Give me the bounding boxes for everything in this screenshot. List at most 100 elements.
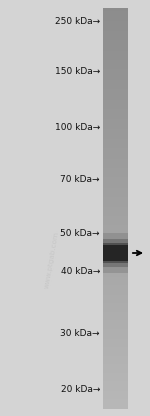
Bar xyxy=(103,401,128,403)
Bar xyxy=(103,407,128,409)
Bar xyxy=(103,347,128,349)
Bar xyxy=(103,164,128,166)
Bar xyxy=(103,43,128,45)
Bar xyxy=(103,223,128,225)
Bar xyxy=(103,256,128,258)
Bar xyxy=(103,183,128,185)
Bar xyxy=(103,340,128,342)
Bar xyxy=(103,97,128,99)
Bar xyxy=(103,99,128,101)
Text: www.ptgab.com: www.ptgab.com xyxy=(44,231,60,289)
Text: 150 kDa→: 150 kDa→ xyxy=(55,67,100,77)
Bar xyxy=(103,311,128,312)
Bar xyxy=(103,360,128,362)
Bar xyxy=(103,241,128,243)
Bar xyxy=(103,297,128,299)
Bar xyxy=(103,111,128,112)
Bar xyxy=(103,121,128,123)
Bar xyxy=(103,377,128,379)
Bar xyxy=(103,236,128,238)
Bar xyxy=(103,53,128,55)
Bar xyxy=(103,63,128,64)
Bar xyxy=(103,187,128,188)
Bar xyxy=(103,334,128,337)
Bar xyxy=(103,253,128,255)
Bar xyxy=(103,33,128,35)
Bar xyxy=(103,96,128,98)
Bar xyxy=(103,280,128,282)
Bar xyxy=(103,216,128,218)
Bar xyxy=(103,220,128,222)
Bar xyxy=(103,292,128,294)
Bar xyxy=(103,108,128,110)
Bar xyxy=(103,103,128,104)
Bar xyxy=(103,269,128,271)
Bar xyxy=(103,225,128,227)
Bar xyxy=(103,12,128,14)
Bar xyxy=(103,48,128,50)
Bar xyxy=(103,41,128,43)
Bar xyxy=(103,212,128,214)
Bar xyxy=(103,384,128,386)
Bar xyxy=(103,320,128,322)
Bar xyxy=(103,84,128,86)
Bar xyxy=(103,359,128,361)
Bar xyxy=(103,279,128,280)
Bar xyxy=(103,79,128,81)
Bar xyxy=(103,240,128,242)
Bar xyxy=(103,264,128,266)
Bar xyxy=(103,20,128,22)
Bar xyxy=(103,167,128,168)
Bar xyxy=(103,30,128,31)
Bar xyxy=(103,112,128,114)
Bar xyxy=(103,151,128,153)
Bar xyxy=(103,116,128,118)
Bar xyxy=(103,160,128,162)
Bar xyxy=(103,59,128,60)
Bar xyxy=(103,188,128,190)
Bar xyxy=(103,363,128,364)
Bar xyxy=(103,136,128,138)
Bar xyxy=(103,195,128,196)
Bar xyxy=(103,319,128,320)
Bar xyxy=(103,135,128,136)
Bar xyxy=(103,50,128,51)
Bar xyxy=(103,353,128,355)
Bar xyxy=(103,248,128,250)
Bar xyxy=(103,177,128,179)
Bar xyxy=(103,230,128,233)
Bar xyxy=(103,173,128,175)
Bar xyxy=(103,196,128,198)
Bar xyxy=(103,284,128,286)
Bar xyxy=(103,272,128,274)
Bar xyxy=(103,277,128,279)
Bar xyxy=(103,88,128,90)
Bar xyxy=(103,213,128,215)
Bar xyxy=(103,178,128,181)
Bar xyxy=(103,69,128,71)
Bar xyxy=(103,276,128,278)
Bar xyxy=(103,299,128,300)
Bar xyxy=(103,327,128,329)
Bar xyxy=(103,293,128,295)
Bar xyxy=(103,193,128,195)
Bar xyxy=(103,109,128,111)
Bar xyxy=(103,8,128,10)
Bar xyxy=(103,143,128,144)
Bar xyxy=(103,245,128,261)
Bar xyxy=(103,102,128,103)
Bar xyxy=(103,9,128,11)
Bar xyxy=(103,364,128,366)
Bar xyxy=(103,366,128,369)
Bar xyxy=(103,125,128,127)
Bar xyxy=(103,76,128,78)
Bar xyxy=(103,124,128,126)
Bar xyxy=(103,137,128,139)
Bar xyxy=(103,227,128,228)
Bar xyxy=(103,337,128,339)
Bar xyxy=(103,21,128,23)
Bar xyxy=(103,210,128,213)
Bar xyxy=(103,147,128,149)
Bar xyxy=(103,25,128,27)
Bar xyxy=(103,80,128,82)
